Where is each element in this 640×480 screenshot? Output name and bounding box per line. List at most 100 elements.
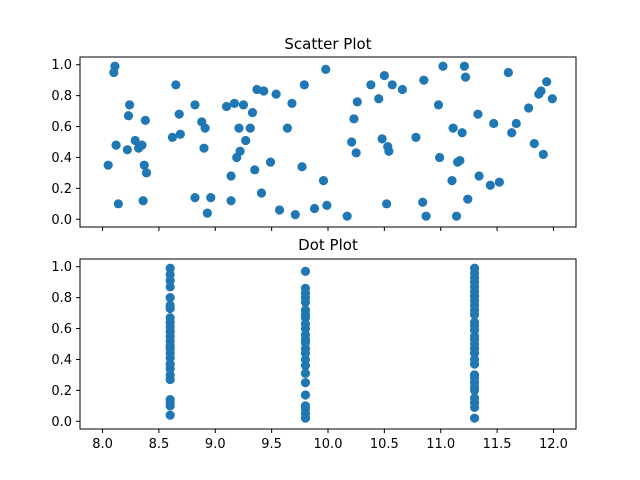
data-point xyxy=(290,210,300,220)
data-point xyxy=(282,123,293,133)
data-point xyxy=(448,123,458,133)
data-point xyxy=(245,123,255,133)
data-point xyxy=(469,317,480,327)
data-point xyxy=(300,378,311,388)
dot-plot-points xyxy=(165,263,480,423)
y-tick-label: 0.8 xyxy=(51,291,72,306)
data-point xyxy=(238,100,249,110)
dot-plot-axes: Dot Plot 8.0 8.5 9.0 9.5 10.0 10.5 11.0 11.5 12.… xyxy=(51,236,577,452)
data-point xyxy=(433,100,444,110)
dot-plot-title: Dot Plot xyxy=(298,236,358,254)
data-point xyxy=(342,211,352,221)
data-point xyxy=(165,395,175,405)
data-point xyxy=(503,67,513,78)
data-point xyxy=(451,211,462,221)
data-point xyxy=(300,368,311,378)
data-point xyxy=(469,370,480,380)
data-point xyxy=(256,188,267,198)
data-point xyxy=(352,97,362,107)
y-tick-label: 1.0 xyxy=(51,260,72,275)
data-point xyxy=(418,197,428,207)
data-point xyxy=(419,75,429,85)
x-tick-label: 11.5 xyxy=(483,437,512,452)
data-point xyxy=(190,100,200,110)
data-point xyxy=(226,171,236,181)
data-point xyxy=(247,108,258,118)
y-tick-label: 0.6 xyxy=(51,322,72,337)
x-tick-label: 10.0 xyxy=(314,437,343,452)
data-point xyxy=(141,168,152,178)
dot-plot-frame xyxy=(79,258,577,430)
data-point xyxy=(366,80,376,90)
x-tick-label: 11.0 xyxy=(426,437,455,452)
scatter-plot-frame xyxy=(79,56,577,228)
data-point xyxy=(536,86,546,96)
data-point xyxy=(165,263,175,273)
x-tick-label: 8.0 xyxy=(92,437,113,452)
data-point xyxy=(469,263,480,273)
data-point xyxy=(455,155,465,166)
data-point xyxy=(349,114,359,124)
y-tick-label: 0.0 xyxy=(51,213,72,228)
data-point xyxy=(494,177,504,187)
x-tick-label: 10.5 xyxy=(370,437,399,452)
y-tick-label: 0.6 xyxy=(51,120,72,135)
data-point xyxy=(507,128,517,138)
data-point xyxy=(474,171,484,181)
data-point xyxy=(165,313,175,323)
data-point xyxy=(265,157,276,167)
data-point xyxy=(300,305,311,315)
x-tick-label: 8.5 xyxy=(149,437,170,452)
x-tick-label: 9.5 xyxy=(261,437,282,452)
data-point xyxy=(130,135,140,146)
data-point xyxy=(377,134,387,144)
data-point xyxy=(103,160,113,170)
data-point xyxy=(287,98,297,108)
dot-plot-ticks: 8.0 8.5 9.0 9.5 10.0 10.5 11.0 11.5 12.0 0.0 0.2 0.… xyxy=(51,260,568,452)
data-point xyxy=(542,77,552,87)
data-point xyxy=(165,300,175,310)
data-point xyxy=(387,80,397,90)
data-point xyxy=(165,293,175,303)
data-point xyxy=(469,393,480,403)
data-point xyxy=(347,137,357,147)
data-point xyxy=(241,135,251,146)
data-point xyxy=(125,100,135,110)
y-tick-label: 0.4 xyxy=(51,353,72,368)
data-point xyxy=(300,266,311,276)
data-point xyxy=(165,410,175,420)
data-point xyxy=(111,140,121,150)
data-point xyxy=(384,146,394,156)
data-point xyxy=(171,80,181,90)
data-point xyxy=(122,145,132,155)
data-point xyxy=(382,199,392,209)
data-point xyxy=(113,199,123,209)
data-point xyxy=(271,89,281,99)
data-point xyxy=(322,200,332,210)
data-point xyxy=(469,413,480,423)
data-point xyxy=(459,61,469,71)
data-point xyxy=(234,123,244,133)
data-point xyxy=(351,148,361,158)
scatter-plot-title: Scatter Plot xyxy=(284,35,371,53)
y-tick-label: 0.2 xyxy=(51,182,72,197)
data-point xyxy=(438,61,448,71)
data-point xyxy=(110,61,120,71)
data-point xyxy=(250,165,260,175)
data-point xyxy=(139,160,149,170)
data-point xyxy=(167,132,178,142)
data-point xyxy=(309,203,320,214)
y-tick-label: 1.0 xyxy=(51,58,72,73)
data-point xyxy=(485,180,495,190)
y-tick-label: 0.2 xyxy=(51,384,72,399)
x-tick-label: 9.0 xyxy=(205,437,226,452)
data-point xyxy=(547,94,557,104)
data-point xyxy=(374,94,384,104)
data-point xyxy=(473,109,483,119)
data-point xyxy=(511,118,521,129)
data-point xyxy=(300,390,311,400)
data-point xyxy=(524,103,534,113)
data-point xyxy=(123,111,134,121)
